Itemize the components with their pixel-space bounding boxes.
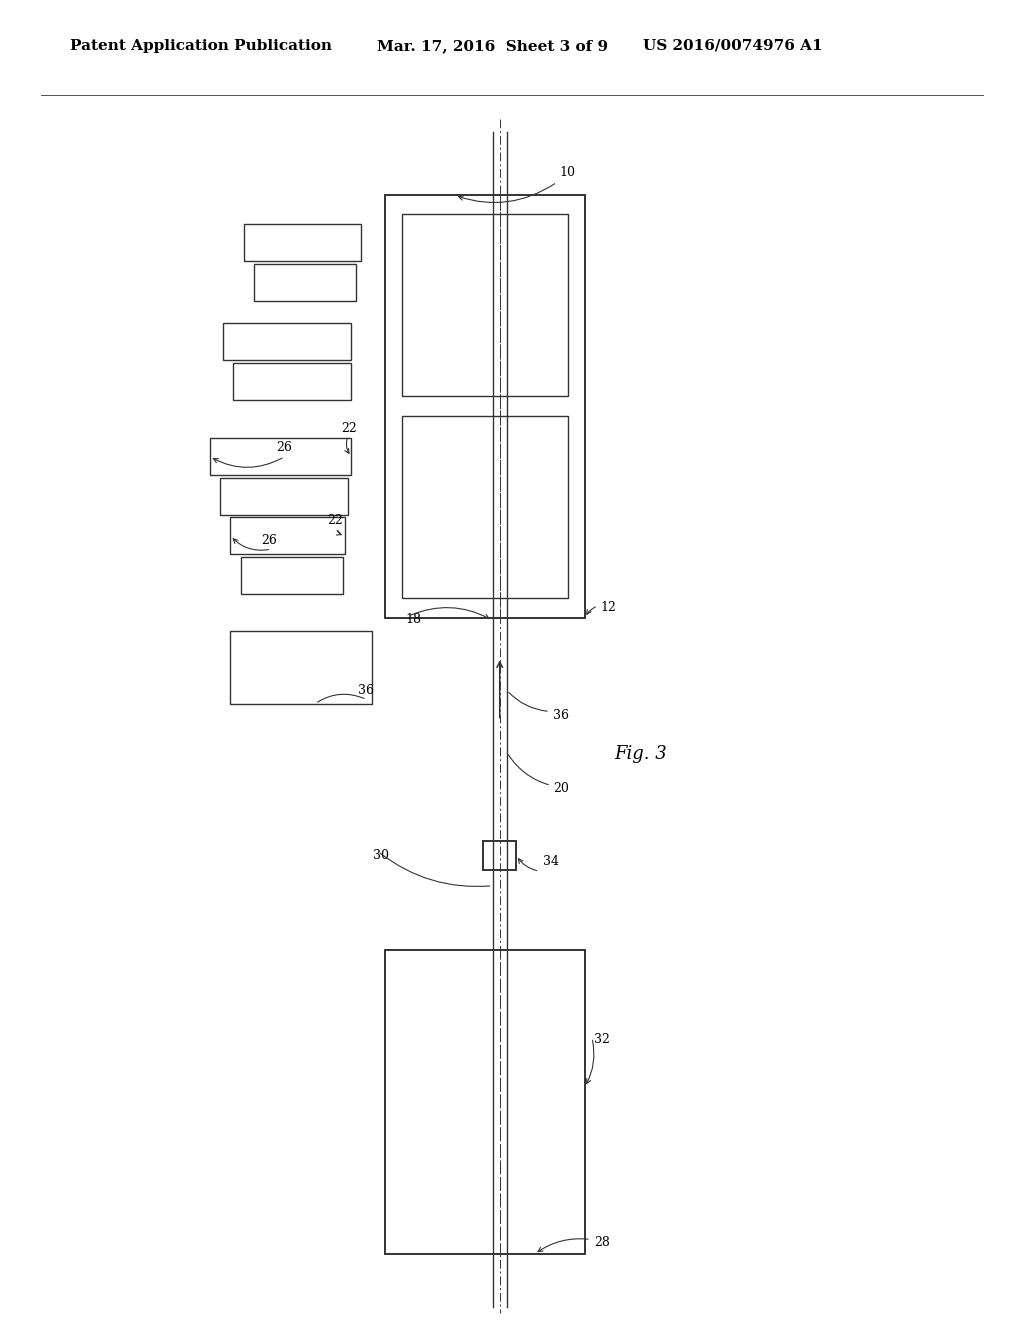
Text: 32: 32 bbox=[594, 1032, 610, 1045]
Bar bbox=[244, 224, 361, 261]
Bar bbox=[385, 195, 585, 618]
Text: 26: 26 bbox=[276, 441, 293, 454]
Text: 20: 20 bbox=[553, 781, 569, 795]
Text: Fig. 3: Fig. 3 bbox=[614, 744, 668, 763]
Bar bbox=[220, 478, 348, 515]
Bar bbox=[402, 214, 568, 396]
Bar bbox=[230, 517, 345, 554]
Text: 26: 26 bbox=[261, 533, 278, 546]
Text: 10: 10 bbox=[559, 165, 575, 178]
Text: 22: 22 bbox=[341, 421, 356, 434]
Bar bbox=[233, 363, 351, 400]
Bar bbox=[385, 950, 585, 1254]
Text: 22: 22 bbox=[328, 513, 343, 527]
Text: US 2016/0074976 A1: US 2016/0074976 A1 bbox=[643, 38, 822, 53]
Text: 36: 36 bbox=[358, 684, 375, 697]
Bar bbox=[254, 264, 356, 301]
Text: Mar. 17, 2016  Sheet 3 of 9: Mar. 17, 2016 Sheet 3 of 9 bbox=[377, 38, 608, 53]
Text: 28: 28 bbox=[594, 1236, 610, 1249]
Text: 30: 30 bbox=[373, 849, 389, 862]
Text: Patent Application Publication: Patent Application Publication bbox=[70, 38, 332, 53]
Text: 34: 34 bbox=[543, 854, 559, 867]
Bar bbox=[483, 841, 516, 870]
Bar bbox=[210, 438, 351, 475]
Text: 36: 36 bbox=[553, 709, 569, 722]
Bar bbox=[223, 323, 351, 360]
Bar bbox=[230, 631, 372, 704]
Text: 18: 18 bbox=[406, 612, 422, 626]
Bar bbox=[402, 416, 568, 598]
Bar bbox=[241, 557, 343, 594]
Text: 12: 12 bbox=[600, 601, 616, 614]
